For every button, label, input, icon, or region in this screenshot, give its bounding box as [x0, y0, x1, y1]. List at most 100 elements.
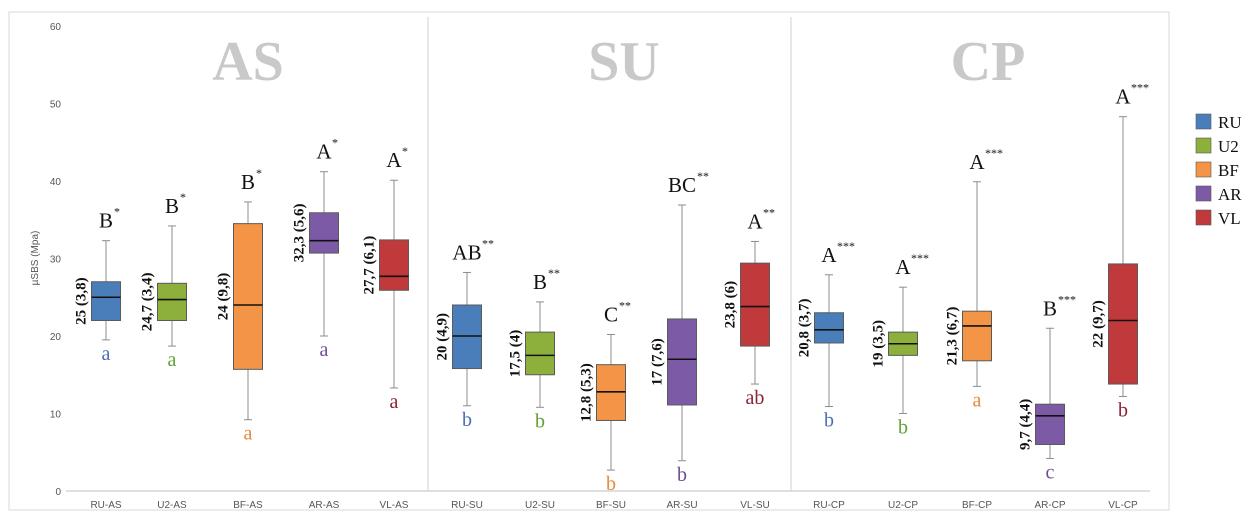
group-title-cp: CP: [951, 31, 1026, 93]
x-tick-label: BF-SU: [596, 500, 626, 511]
significance-letter-upper: B: [241, 170, 255, 194]
x-tick-label: U2-SU: [525, 500, 555, 511]
significance-letter-upper: A: [1115, 85, 1131, 109]
significance-letter-lower: a: [102, 343, 111, 365]
box-iqr: [1108, 263, 1138, 385]
legend-swatch: [1195, 113, 1212, 130]
group-title-as: AS: [212, 31, 284, 93]
grid-and-ticks: 0 10 20 30 40 50 60: [50, 17, 1150, 498]
significance-letter-lower: b: [535, 410, 545, 432]
box-u2-cp: A *** 19 (3,5) b: [871, 251, 930, 438]
box-bf-su: C ** 12,8 (5,3) b: [579, 298, 632, 495]
median-iqr-label: 32,3 (5,6): [292, 204, 308, 263]
significance-stars: *: [114, 205, 120, 219]
significance-letter-lower: a: [244, 423, 253, 445]
box-ar-cp: B *** 9,7 (4,4) c: [1018, 292, 1077, 483]
significance-letter-lower: b: [677, 464, 687, 486]
x-tick-label: AR-AS: [309, 500, 340, 511]
y-axis-label: µSBS (Mpa): [30, 231, 41, 286]
box-iqr: [740, 262, 770, 347]
box-u2-as: B * 24,7 (3,4) a: [140, 190, 187, 371]
significance-stars: *: [256, 166, 262, 180]
box-iqr: [525, 331, 555, 376]
legend-item-bf: BF: [1195, 161, 1239, 180]
legend-item-ar: AR: [1195, 185, 1242, 204]
significance-stars: **: [548, 266, 560, 280]
significance-stars: *: [332, 136, 338, 150]
x-tick-label: U2-AS: [157, 500, 187, 511]
significance-stars: ***: [911, 251, 929, 265]
legend-swatch: [1195, 137, 1212, 154]
boxes: B *25 (3,8)aB *24,7 (3,4)aB *24 (9,8)aA *32,…: [74, 81, 1150, 495]
significance-stars: ***: [837, 239, 855, 253]
legend-label: AR: [1218, 185, 1242, 204]
median-iqr-label: 21,3 (6,7): [945, 307, 961, 366]
box-iqr: [1035, 403, 1065, 446]
significance-stars: **: [619, 298, 631, 312]
legend-item-vl: VL: [1195, 209, 1241, 228]
significance-letter-upper: A: [821, 243, 837, 267]
x-tick-label: BF-CP: [962, 500, 992, 511]
median-iqr-label: 19 (3,5): [871, 320, 887, 368]
legend-label: RU: [1218, 113, 1242, 132]
significance-stars: ***: [1131, 81, 1149, 95]
box-ru-cp: A *** 20,8 (3,7) b: [797, 239, 856, 432]
box-iqr: [157, 282, 187, 321]
y-tick-label: 60: [50, 22, 62, 33]
significance-letter-lower: b: [898, 417, 908, 439]
significance-letter-lower: ab: [746, 387, 765, 409]
median-iqr-label: 9,7 (4,4): [1018, 399, 1034, 450]
legend-label: VL: [1218, 209, 1241, 228]
significance-letter-upper: A: [895, 255, 911, 279]
x-tick-label: VL-SU: [740, 500, 769, 511]
x-tick-label: RU-AS: [90, 500, 121, 511]
significance-letter-upper: B: [533, 270, 547, 294]
y-tick-label: 10: [50, 410, 62, 421]
box-ar-as: A * 32,3 (5,6) a: [292, 136, 339, 361]
significance-stars: *: [402, 144, 408, 158]
median-iqr-label: 22 (9,7): [1091, 300, 1107, 348]
x-tick-label: BF-AS: [233, 500, 263, 511]
group-title-su: SU: [588, 31, 660, 93]
x-tick-label: VL-CP: [1108, 500, 1138, 511]
significance-letter-upper: A: [747, 209, 763, 233]
significance-letter-upper: A: [386, 148, 402, 172]
significance-letter-lower: a: [390, 391, 399, 413]
x-tick-label: RU-SU: [451, 500, 483, 511]
x-tick-label: AR-SU: [666, 500, 697, 511]
significance-letter-lower: a: [168, 349, 177, 371]
significance-letter-upper: A: [969, 150, 985, 174]
x-tick-label: AR-CP: [1034, 500, 1065, 511]
significance-letter-lower: b: [462, 409, 472, 431]
significance-letter-upper: A: [316, 140, 332, 164]
box-iqr: [814, 312, 844, 344]
median-iqr-label: 24,7 (3,4): [140, 273, 156, 332]
legend-swatch: [1195, 209, 1212, 226]
box-vl-cp: A *** 22 (9,7) b: [1091, 81, 1150, 422]
significance-stars: **: [763, 205, 775, 219]
significance-letter-lower: c: [1046, 461, 1055, 483]
legend-label: U2: [1218, 137, 1239, 156]
median-iqr-label: 23,8 (6): [723, 281, 739, 329]
box-vl-as: A * 27,7 (6,1) a: [362, 144, 409, 413]
median-iqr-label: 17 (7,6): [650, 338, 666, 386]
significance-letter-upper: AB: [452, 240, 481, 264]
significance-stars: **: [697, 169, 709, 183]
significance-letter-upper: B: [165, 194, 179, 218]
x-tick-label: U2-CP: [888, 500, 918, 511]
significance-stars: **: [482, 236, 494, 250]
significance-letter-upper: B: [99, 209, 113, 233]
significance-letter-upper: B: [1043, 296, 1057, 320]
chart-frame: [8, 11, 1170, 511]
category-labels: RU-AS U2-AS BF-AS AR-AS VL-AS RU-SU U2-SU BF-SU…: [90, 500, 1138, 511]
significance-letter-lower: a: [320, 339, 329, 361]
y-tick-label: 30: [50, 255, 62, 266]
box-iqr: [91, 281, 121, 321]
x-tick-label: VL-AS: [380, 500, 409, 511]
median-iqr-label: 20,8 (3,7): [797, 298, 813, 357]
median-iqr-label: 12,8 (5,3): [579, 363, 595, 422]
legend: RU U2 BF AR VL: [1195, 113, 1242, 228]
box-ar-su: BC ** 17 (7,6) b: [650, 169, 710, 486]
significance-letter-upper: C: [604, 302, 618, 326]
y-tick-label: 0: [55, 487, 61, 498]
